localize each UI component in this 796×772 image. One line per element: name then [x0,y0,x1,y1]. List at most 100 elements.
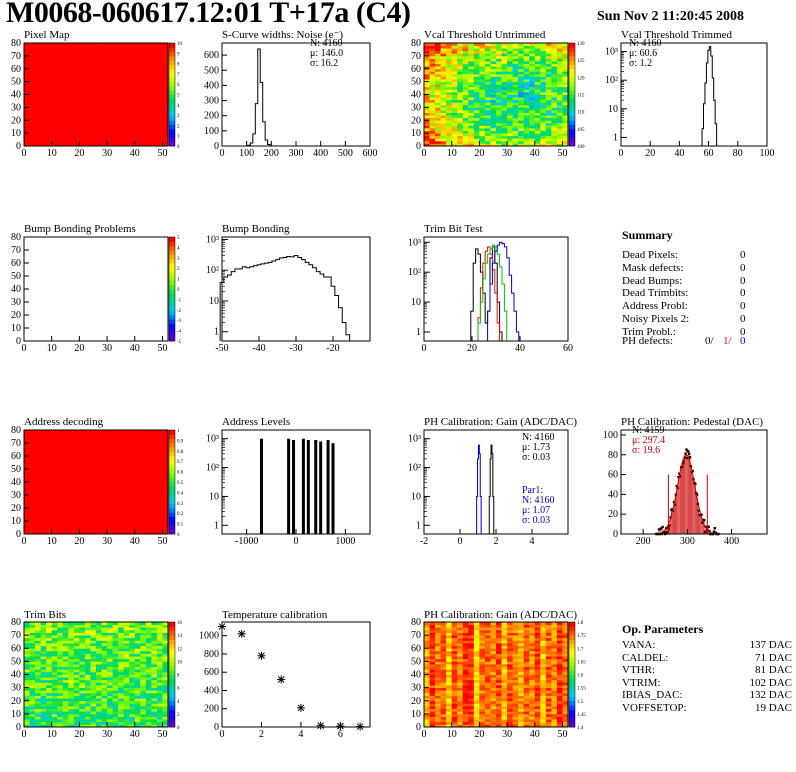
heatmap-cell [29,692,36,696]
heatmap-cell [62,687,69,691]
heatmap-cell [129,68,136,72]
heatmap-cell [35,695,42,699]
heatmap-cell [529,50,536,54]
heatmap-cell [57,687,64,691]
heatmap-cell [140,523,147,527]
heatmap-cell [68,63,75,67]
heatmap-cell [134,66,141,70]
heatmap-cell [162,640,169,644]
heatmap-cell [73,687,80,691]
heatmap-cell [118,73,125,77]
heatmap-cell [523,63,530,67]
heatmap-cell [440,45,447,49]
heatmap-cell [84,66,91,70]
stat-sigma: σ: 19.6 [632,445,660,456]
heatmap-cell [523,79,530,83]
heatmap-cell [151,669,158,673]
heatmap-cell [529,76,536,80]
heatmap-cell [118,708,125,712]
colorbar-cell [169,438,175,444]
heatmap-cell [107,713,114,717]
heatmap-cell [440,43,447,46]
heatmap-cell [151,50,158,54]
heatmap-cell [62,432,69,436]
heatmap-cell [156,679,163,683]
heatmap-cell [51,479,58,483]
heatmap-cell [73,94,80,98]
heatmap-cell [424,76,430,80]
heatmap-cell [57,443,64,446]
heatmap-cell [123,674,130,678]
heatmap-cell [134,495,141,498]
heatmap-cell [473,45,480,49]
heatmap-cell [118,645,125,649]
heatmap-cell [562,79,569,83]
heatmap-cell [68,71,75,75]
y-tick-label: 10² [408,463,421,474]
y-tick-label: 600 [204,50,219,61]
y-tick-label: 50 [11,656,21,667]
heatmap-cell [40,61,47,64]
heatmap-cell [162,513,169,517]
heatmap-cell [512,73,519,77]
heatmap-cell [507,91,514,95]
heatmap-cell [107,117,114,121]
heatmap-cell [118,679,125,683]
heatmap-cell [435,61,442,64]
heatmap-cell [73,724,80,728]
heatmap-cell [529,73,536,77]
heatmap-cell [512,63,519,67]
heatmap-cell [457,143,464,147]
heatmap-cell [62,513,69,517]
heatmap-cell [429,81,436,85]
heatmap-cell [96,86,102,90]
heatmap-cell [424,130,430,134]
heatmap-cell [51,502,58,506]
heatmap-cell [129,674,136,678]
heatmap-cell [529,48,536,52]
heatmap-cell [540,138,547,142]
heatmap-cell [551,115,558,119]
heatmap-cell [40,632,47,636]
heatmap-cell [51,521,58,524]
heatmap-cell [73,484,80,488]
heatmap-cell [101,518,108,522]
heatmap-cell [145,711,152,715]
heatmap-cell [107,495,114,498]
heatmap-cell [162,432,169,436]
heatmap-cell [162,443,169,446]
heatmap-cell [101,500,108,504]
heatmap-cell [435,81,442,85]
heatmap-cell [140,637,147,641]
heatmap-cell [468,109,475,113]
heatmap-cell [140,140,147,144]
heatmap-cell [40,653,47,657]
heatmap-cell [123,526,130,530]
heatmap-cell [529,115,536,119]
x-tick-label: -1000 [235,536,258,547]
heatmap-cell [156,661,163,665]
heatmap-cell [84,648,91,652]
heatmap-cell [90,708,97,712]
heatmap-cell [451,115,458,119]
heatmap-cell [523,89,530,93]
heatmap-cell [551,138,558,142]
heatmap-cell [123,635,130,639]
heatmap-cell [62,531,69,535]
heatmap-cell [57,61,64,64]
heatmap-cell [507,99,514,103]
heatmap-cell [51,469,58,472]
heatmap-cell [46,61,53,64]
heatmap-cell [84,50,91,54]
x-tick-label: 400 [724,536,739,547]
heatmap-cell [51,632,58,636]
heatmap-cell [79,463,86,467]
heatmap-cell [51,724,58,728]
heatmap-cell [62,515,69,519]
heatmap-cell [534,120,541,124]
heatmap-cell [140,489,147,493]
y-tick-label: 10³ [408,237,421,248]
heatmap-cell [101,692,108,696]
heatmap-cell [57,679,64,683]
heatmap-cell [51,671,58,675]
